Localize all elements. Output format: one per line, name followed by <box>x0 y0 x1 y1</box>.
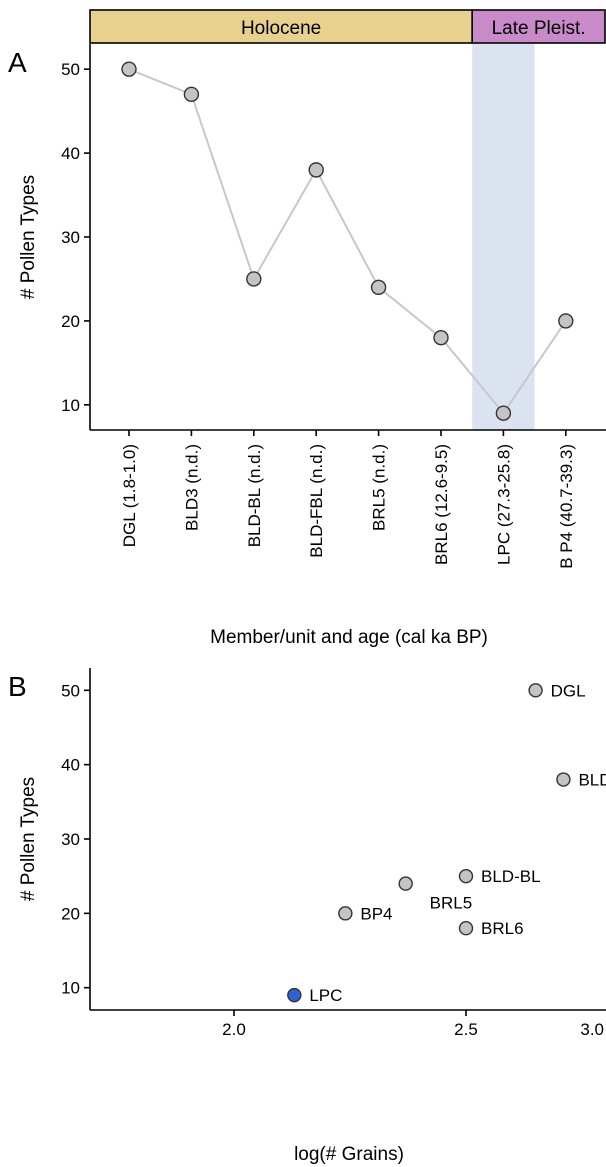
data-point-bld-fbl-n-d <box>308 162 324 178</box>
y-tick-label: 40 <box>61 144 80 163</box>
x-axis-title: log(# Grains) <box>294 1144 404 1165</box>
y-axis-title: # Pollen Types <box>18 175 39 299</box>
panel-a-letter: A <box>8 47 27 78</box>
scatter-label-lpc: LPC <box>309 986 342 1005</box>
y-axis-title: # Pollen Types <box>18 777 39 901</box>
x-tick-label: 3.0 <box>580 1020 604 1039</box>
scatter-label-dgl: DGL <box>551 681 586 700</box>
data-point-bld3-n-d <box>183 86 200 103</box>
data-point-brl5-n-d <box>370 279 387 296</box>
x-tick-label-brl5-n-d: BRL5 (n.d.) <box>370 444 389 531</box>
x-tick-label: 2.5 <box>454 1020 478 1039</box>
scatter-point-lpc <box>287 987 302 1003</box>
x-tick-label-bld3-n-d: BLD3 (n.d.) <box>182 444 201 531</box>
scatter-label-brl5: BRL5 <box>430 894 473 913</box>
scatter-point-bld-fbl <box>556 772 571 787</box>
lpc-highlight-band <box>472 44 535 430</box>
data-point-dgl-1-8-1-0 <box>121 61 137 77</box>
x-tick-label-lpc-27-3-25-8: LPC (27.3-25.8) <box>494 444 513 565</box>
scatter-point-brl5 <box>398 876 413 891</box>
x-axis-title: Member/unit and age (cal ka BP) <box>210 627 488 648</box>
x-tick-label-brl6-12-6-9-5: BRL6 (12.6-9.5) <box>432 444 451 565</box>
scatter-label-bld-fbl: BLD-FBL <box>578 771 606 790</box>
y-tick-label: 20 <box>61 904 80 923</box>
y-tick-label: 50 <box>61 60 80 79</box>
scatter-point-bp4 <box>338 906 353 921</box>
scatter-point-bld-bl <box>458 868 474 884</box>
period-label-holocene: Holocene <box>241 18 321 39</box>
data-point-b-p4-40-7-39-3 <box>558 313 574 329</box>
y-tick-label: 10 <box>61 396 80 415</box>
scatter-label-bld-bl: BLD-BL <box>481 867 541 886</box>
x-tick-label-dgl-1-8-1-0: DGL (1.8-1.0) <box>120 444 139 547</box>
data-point-bld-bl-n-d <box>246 271 262 287</box>
period-label-late-pleist: Late Pleist. <box>492 18 586 39</box>
y-tick-label: 40 <box>61 756 80 775</box>
scatter-point-dgl <box>528 683 543 698</box>
scatter-label-bp4: BP4 <box>360 904 392 923</box>
data-point-lpc-27-3-25-8 <box>495 405 512 421</box>
panel-a: A Holocene Late Pleist. 10 20 30 40 50 DGL (1… <box>8 9 606 648</box>
scatter-label-brl6: BRL6 <box>481 919 524 938</box>
panel-b-letter: B <box>8 671 27 702</box>
x-tick-label-b-p4-40-7-39-3: B P4 (40.7-39.3) <box>557 444 576 569</box>
x-tick-label-bld-fbl-n-d: BLD-FBL (n.d.) <box>307 444 326 558</box>
y-tick-label: 30 <box>61 228 80 247</box>
x-tick-label-bld-bl-n-d: BLD-BL (n.d.) <box>245 444 264 547</box>
scatter-point-brl6 <box>458 921 474 936</box>
period-band-late-pleist <box>471 9 606 44</box>
y-tick-label: 10 <box>61 979 80 998</box>
y-tick-label: 30 <box>61 830 80 849</box>
y-tick-label: 20 <box>61 312 80 331</box>
series-line <box>128 68 567 415</box>
data-point-brl6-12-6-9-5 <box>433 329 449 346</box>
x-tick-label: 2.0 <box>222 1020 246 1039</box>
period-band-holocene <box>89 9 474 44</box>
y-tick-label: 50 <box>61 681 80 700</box>
